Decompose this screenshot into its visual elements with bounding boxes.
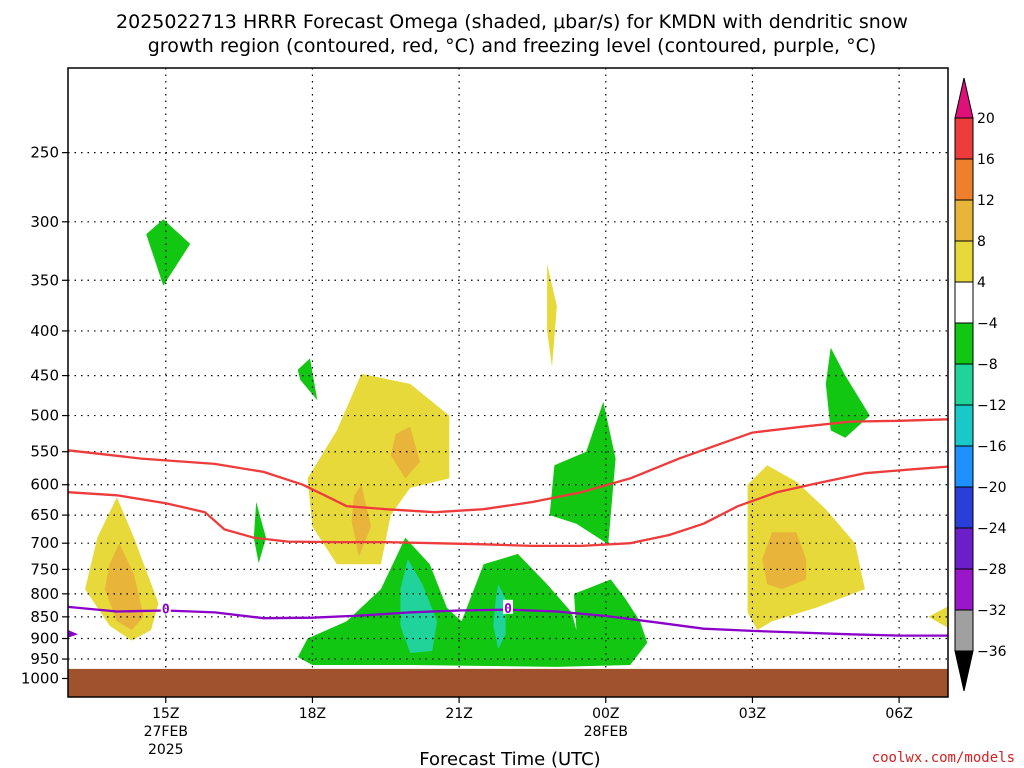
x-tick-label-15-0: 15Z [152,706,179,722]
x-axis: 15Z 27FEB 2025 18Z 21Z 00Z 28FEB 03Z 06Z [144,697,913,758]
omega-region-5 [307,373,450,565]
y-tick-label-500: 500 [30,407,59,425]
omega-region-11 [400,559,438,653]
colorbar-label-8: −16 [977,439,1007,455]
y-tick-label-300: 300 [30,213,59,231]
omega-region-1 [104,543,144,630]
colorbar-bin-6 [954,363,974,406]
colorbar-bin-12 [954,609,974,652]
colorbar-label-5: −4 [977,316,998,332]
y-tick-label-400: 400 [30,322,59,340]
y-tick-label-250: 250 [30,144,59,162]
chart-title-line-1: 2025022713 HRRR Forecast Omega (shaded, … [116,11,908,33]
omega-region-13 [747,465,865,630]
contour-label-1: 0 [504,602,512,617]
colorbar-label-11: −28 [977,562,1007,578]
contour-line-0 [68,418,948,514]
y-axis: 250 300 350 400 450 500 550 600 650 700 750 800 850 9… [21,144,68,687]
colorbar-bin-9 [954,486,974,529]
contour-label-0: 0 [162,603,170,618]
colorbar-label-4: 4 [977,275,986,291]
x-tick-label-30-0: 06Z [885,706,912,722]
y-tick-label-750: 750 [30,560,59,578]
contour-line-1 [68,465,948,548]
ground-surface [68,668,948,697]
x-tick-label-24-1: 28FEB [584,724,628,740]
omega-region-16 [928,606,948,628]
colorbar-bin-2 [954,199,974,242]
omega-region-4 [253,502,266,564]
omega-region-10 [297,537,648,667]
y-tick-label-700: 700 [30,534,59,552]
x-tick-label-24-0: 00Z [592,706,619,722]
y-tick-label-600: 600 [30,476,59,494]
chart-title-line-2: growth region (contoured, red, °C) and f… [148,35,877,57]
x-tick-label-27-0: 03Z [739,706,766,722]
y-tick-label-450: 450 [30,367,59,385]
colorbar-label-10: −24 [977,521,1007,537]
credit-text: coolwx.com/models [872,750,1015,766]
colorbar-bottom-arrow [954,650,974,692]
y-tick-label-1000: 1000 [21,669,59,687]
colorbar-label-1: 16 [977,152,995,168]
colorbar-bin-7 [954,404,974,447]
colorbar-bin-1 [954,158,974,201]
omega-region-2 [146,219,191,286]
x-tick-label-15-2: 2025 [148,742,184,758]
y-tick-label-350: 350 [30,271,59,289]
contour-label-bg-1 [503,599,513,614]
colorbar-bin-4 [954,281,974,324]
colorbar-bin-8 [954,445,974,488]
omega-colorbar: 20 16 12 8 4 −4 −8 −12 −16 −20 −24 −28 −32 −36 [954,77,1007,692]
contour-label-bg-0 [160,600,171,615]
x-tick-label-15-1: 27FEB [144,724,188,740]
y-tick-label-950: 950 [30,650,59,668]
colorbar-bin-10 [954,527,974,570]
colorbar-bin-3 [954,240,974,283]
x-axis-label: Forecast Time (UTC) [419,749,600,768]
x-tick-label-21-0: 21Z [445,706,472,722]
colorbar-label-13: −36 [977,644,1007,660]
omega-region-6 [390,426,420,479]
colorbar-label-9: −20 [977,480,1007,496]
colorbar-bin-11 [954,568,974,611]
y-tick-label-900: 900 [30,630,59,648]
y-tick-label-650: 650 [30,506,59,524]
y-tick-label-800: 800 [30,585,59,603]
y-tick-label-850: 850 [30,608,59,626]
colorbar-label-0: 20 [977,111,995,127]
omega-region-3 [297,358,318,401]
omega-region-14 [762,532,807,590]
colorbar-bin-0 [954,117,974,160]
omega-region-15 [825,347,870,438]
x-tick-label-18-0: 18Z [299,706,326,722]
omega-region-12 [493,584,506,649]
colorbar-label-2: 12 [977,193,995,209]
omega-region-9 [549,401,616,545]
omega-region-7 [351,484,372,557]
colorbar-label-7: −12 [977,398,1007,414]
colorbar-bin-5 [954,322,974,365]
freezing-level-edge-marker [68,630,78,638]
colorbar-label-6: −8 [977,357,998,373]
colorbar-label-3: 8 [977,234,986,250]
omega-region-8 [547,263,557,368]
colorbar-label-12: −32 [977,603,1007,619]
plot-frame [67,67,949,698]
colorbar-top-arrow [954,77,974,119]
y-tick-label-550: 550 [30,443,59,461]
